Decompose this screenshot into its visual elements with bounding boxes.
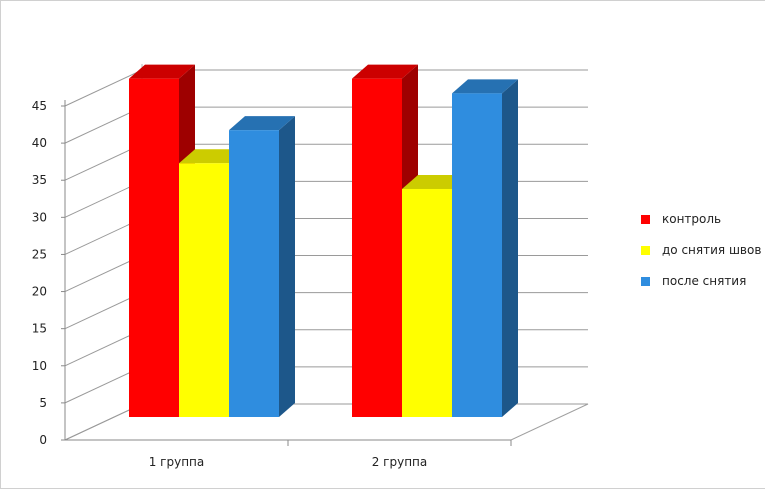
y-tick-label: 25 (32, 247, 47, 261)
x-axis-labels: 1 группа 2 группа (149, 440, 512, 469)
y-tick-label: 35 (32, 173, 47, 187)
y-tick-label: 40 (32, 136, 47, 150)
legend-swatch (641, 277, 650, 286)
y-tick-label: 20 (32, 285, 47, 299)
y-tick-label: 10 (32, 359, 47, 373)
legend-swatch (641, 246, 650, 255)
bars (129, 64, 518, 418)
y-tick-label: 15 (32, 322, 47, 336)
legend-label: после снятия (662, 274, 747, 288)
x-category-label: 1 группа (149, 455, 205, 469)
y-tick-label: 5 (39, 396, 47, 410)
y-tick-label: 45 (32, 99, 47, 113)
y-tick-label: 0 (39, 433, 47, 447)
y-axis-ticks: 0 5 10 15 20 25 30 35 40 45 (32, 99, 65, 447)
y-tick-label: 30 (32, 210, 47, 224)
legend-swatch (641, 215, 650, 224)
x-category-label: 2 группа (372, 455, 428, 469)
legend-label: до снятия швов (662, 243, 762, 257)
bar (229, 116, 295, 417)
bar (452, 79, 518, 417)
legend-label: контроль (662, 212, 722, 226)
